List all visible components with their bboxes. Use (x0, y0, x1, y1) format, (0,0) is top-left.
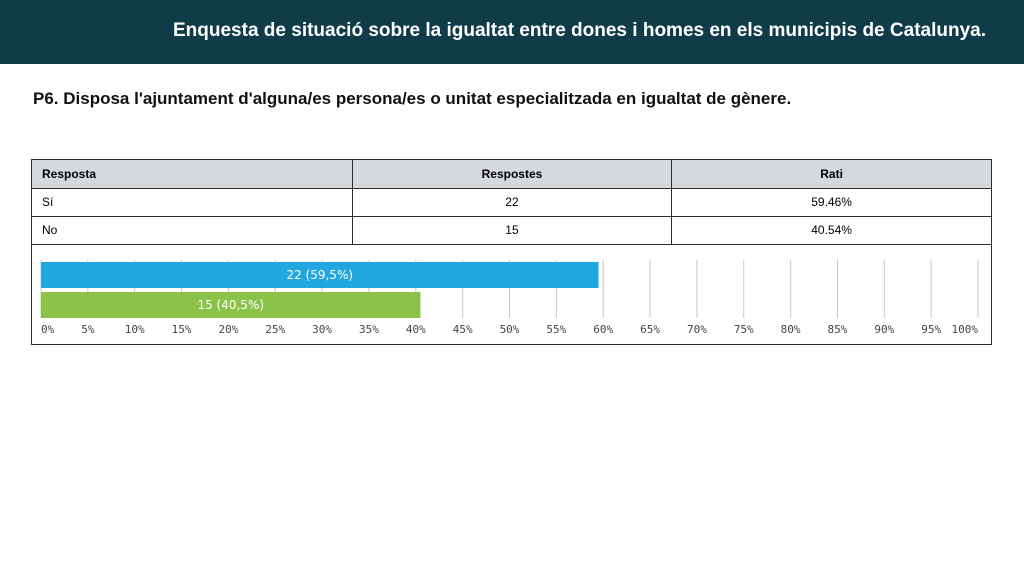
results-panel: Resposta Respostes Rati Sí 22 59.46% No … (31, 159, 992, 345)
page-title: Enquesta de situació sobre la igualtat e… (173, 20, 986, 41)
x-tick-label: 15% (172, 323, 192, 336)
x-tick-label: 35% (359, 323, 379, 336)
table-row: Sí 22 59.46% (32, 187, 991, 217)
table-cell-resposta: Sí (32, 187, 353, 217)
column-header-rati: Rati (671, 160, 991, 189)
x-tick-label: 85% (828, 323, 848, 336)
x-tick-label: 40% (406, 323, 426, 336)
table-cell-rati: 40.54% (671, 215, 991, 245)
x-tick-label: 50% (500, 323, 520, 336)
x-tick-label: 20% (218, 323, 238, 336)
bar-data-label: 22 (59,5%) (286, 268, 353, 282)
question-title: P6. Disposa l'ajuntament d'alguna/es per… (33, 89, 792, 108)
column-header-resposta: Resposta (32, 160, 353, 189)
x-tick-label: 65% (640, 323, 660, 336)
x-tick-label: 55% (546, 323, 566, 336)
bar-no (41, 292, 421, 318)
x-tick-label: 70% (687, 323, 707, 336)
bar-chart: 22 (59,5%) 15 (40,5%) 0% 5% 10% 15% 20% 25% 30% 3… (40, 260, 979, 336)
bar-si (41, 262, 599, 288)
x-tick-label: 95% (921, 323, 941, 336)
table-row: No 15 40.54% (32, 215, 991, 245)
table-header-row: Resposta Respostes Rati (32, 160, 991, 189)
results-table: Resposta Respostes Rati Sí 22 59.46% No … (32, 160, 991, 245)
x-tick-label: 90% (874, 323, 894, 336)
bar-data-label: 15 (40,5%) (197, 298, 264, 312)
x-tick-label: 25% (265, 323, 285, 336)
table-cell-rati: 59.46% (671, 187, 991, 217)
table-cell-resposta: No (32, 215, 353, 245)
table-cell-respostes: 15 (351, 215, 673, 245)
x-tick-label: 45% (453, 323, 473, 336)
x-tick-label: 100% (952, 323, 979, 336)
x-tick-label: 10% (125, 323, 145, 336)
x-tick-label: 60% (593, 323, 613, 336)
table-cell-respostes: 22 (351, 187, 673, 217)
column-header-respostes: Respostes (351, 160, 673, 189)
header-banner: Enquesta de situació sobre la igualtat e… (0, 0, 1024, 64)
x-tick-label: 0% (41, 323, 55, 336)
x-tick-label: 75% (734, 323, 754, 336)
x-tick-label: 30% (312, 323, 332, 336)
x-tick-label: 80% (781, 323, 801, 336)
x-tick-label: 5% (81, 323, 95, 336)
